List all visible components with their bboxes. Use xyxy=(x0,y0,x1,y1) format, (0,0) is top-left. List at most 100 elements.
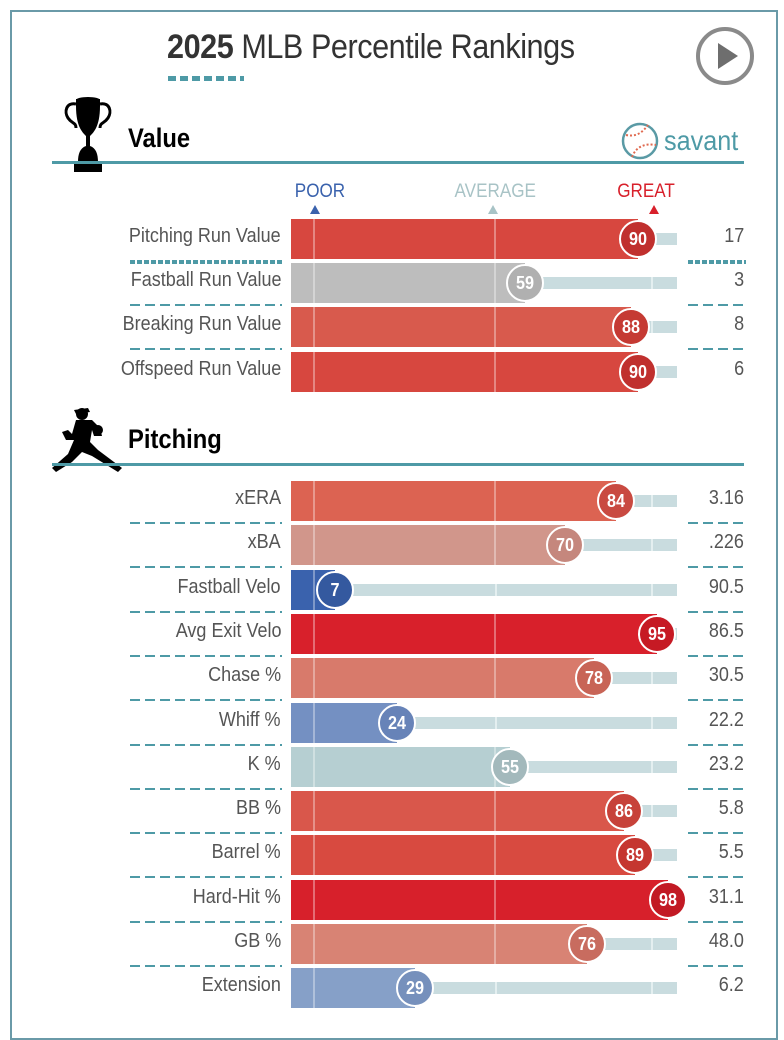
row-separator-left xyxy=(130,787,282,790)
bar-fill xyxy=(291,307,632,348)
row-separator-right xyxy=(688,522,746,524)
percentile-value: 55 xyxy=(501,756,520,777)
track-tick xyxy=(651,760,653,773)
metric-row[interactable]: Breaking Run Value 88 8 xyxy=(0,307,784,348)
metric-value: 6.2 xyxy=(718,974,744,997)
percentile-bar: 88 xyxy=(291,307,677,348)
metric-label: xBA xyxy=(247,531,281,554)
metric-row[interactable]: Fastball Velo 7 90.5 xyxy=(0,569,784,610)
bar-tick-line xyxy=(313,569,315,610)
bar-track xyxy=(565,539,677,552)
bar-tick-line xyxy=(313,702,315,743)
track-tick xyxy=(651,716,653,729)
bar-track xyxy=(524,277,677,290)
bar-fill xyxy=(291,791,624,832)
row-separator-left xyxy=(130,743,282,746)
metric-row[interactable]: Offspeed Run Value 90 6 xyxy=(0,351,784,392)
bar-track xyxy=(396,716,677,729)
bar-tick-line xyxy=(313,658,315,699)
bar-tick-line xyxy=(494,613,496,654)
metric-label: Avg Exit Velo xyxy=(175,619,281,642)
play-circle-icon[interactable] xyxy=(695,26,755,86)
metric-label: xERA xyxy=(234,487,281,509)
bar-track xyxy=(334,583,677,596)
metric-label: Extension xyxy=(201,974,281,997)
row-separator-right xyxy=(688,654,746,657)
metric-value: 8 xyxy=(733,313,744,336)
percentile-bar: 90 xyxy=(291,219,677,259)
metric-label: Barrel % xyxy=(211,841,281,864)
metric-row[interactable]: K % 55 23.2 xyxy=(0,746,784,787)
metric-row[interactable]: Extension 29 6.2 xyxy=(0,968,784,1009)
metric-value: 31.1 xyxy=(708,885,744,908)
metric-row[interactable]: Barrel % 89 5.5 xyxy=(0,835,784,876)
percentile-badge: 70 xyxy=(546,526,585,565)
metric-value: 17 xyxy=(723,225,744,247)
percentile-badge: 90 xyxy=(619,220,658,258)
metric-label: K % xyxy=(247,752,281,775)
bar-tick-line xyxy=(494,835,496,876)
metric-value: 48.0 xyxy=(708,930,744,952)
row-separator-right xyxy=(688,832,746,835)
track-tick xyxy=(651,321,653,334)
bar-tick-line xyxy=(494,924,496,964)
bar-fill xyxy=(291,525,566,566)
bar-tick-line xyxy=(494,351,496,392)
track-tick xyxy=(651,672,653,685)
savant-logo-text: savant xyxy=(664,125,739,156)
axis-label-average: AVERAGE xyxy=(454,181,536,202)
metric-row[interactable]: xERA 84 3.16 xyxy=(0,481,784,521)
metric-row[interactable]: xBA 70 .226 xyxy=(0,525,784,566)
percentile-value: 29 xyxy=(406,978,425,999)
title-underline xyxy=(168,76,244,81)
metric-row[interactable]: BB % 86 5.8 xyxy=(0,791,784,832)
percentile-bar: 90 xyxy=(291,351,677,392)
percentile-bar: 59 xyxy=(291,263,677,304)
row-separator-left xyxy=(130,260,282,264)
metric-row[interactable]: Hard-Hit % 98 31.1 xyxy=(0,879,784,920)
metric-label: Pitching Run Value xyxy=(129,225,281,247)
metric-value: .226 xyxy=(708,531,744,554)
bar-track xyxy=(510,760,677,773)
percentile-bar: 7 xyxy=(291,569,677,610)
metric-label: Hard-Hit % xyxy=(192,885,281,908)
percentile-bar: 76 xyxy=(291,924,677,964)
metric-row[interactable]: Chase % 78 30.5 xyxy=(0,658,784,699)
trophy-icon xyxy=(64,97,112,172)
section-title-value: Value xyxy=(128,123,191,153)
bar-tick-line xyxy=(313,791,315,832)
row-separator-right xyxy=(688,699,746,702)
baseball-icon xyxy=(621,122,659,160)
percentile-bar: 98 xyxy=(291,879,687,920)
percentile-value: 98 xyxy=(658,889,677,910)
row-separator-left xyxy=(130,522,282,524)
metric-row[interactable]: Whiff % 24 22.2 xyxy=(0,702,784,743)
track-tick xyxy=(651,982,653,995)
percentile-value: 95 xyxy=(647,623,666,644)
bar-tick-line xyxy=(313,351,315,392)
savant-logo[interactable]: savant xyxy=(620,120,747,162)
metric-value: 3.16 xyxy=(708,487,744,509)
page-title: 2025 MLB Percentile Rankings xyxy=(167,28,575,67)
section-divider-value xyxy=(52,161,744,164)
metric-row[interactable]: GB % 76 48.0 xyxy=(0,924,784,964)
metric-value: 23.2 xyxy=(708,752,744,775)
metric-row[interactable]: Avg Exit Velo 95 86.5 xyxy=(0,613,784,654)
percentile-badge: 86 xyxy=(604,792,643,831)
percentile-value: 90 xyxy=(629,361,648,382)
bar-tick-line xyxy=(313,613,315,654)
bar-track xyxy=(587,938,677,950)
bar-tick-line xyxy=(313,879,315,920)
percentile-value: 70 xyxy=(556,535,575,556)
bar-fill xyxy=(291,968,416,1009)
percentile-value: 86 xyxy=(614,801,633,822)
track-tick xyxy=(495,982,497,995)
track-tick xyxy=(651,805,653,818)
metric-label: BB % xyxy=(235,797,281,820)
metric-row[interactable]: Pitching Run Value 90 17 xyxy=(0,219,784,259)
bar-fill xyxy=(291,351,639,392)
metric-label: Whiff % xyxy=(219,708,281,731)
row-separator-right xyxy=(688,304,746,307)
metric-row[interactable]: Fastball Run Value 59 3 xyxy=(0,263,784,304)
percentile-badge: 88 xyxy=(612,308,651,347)
